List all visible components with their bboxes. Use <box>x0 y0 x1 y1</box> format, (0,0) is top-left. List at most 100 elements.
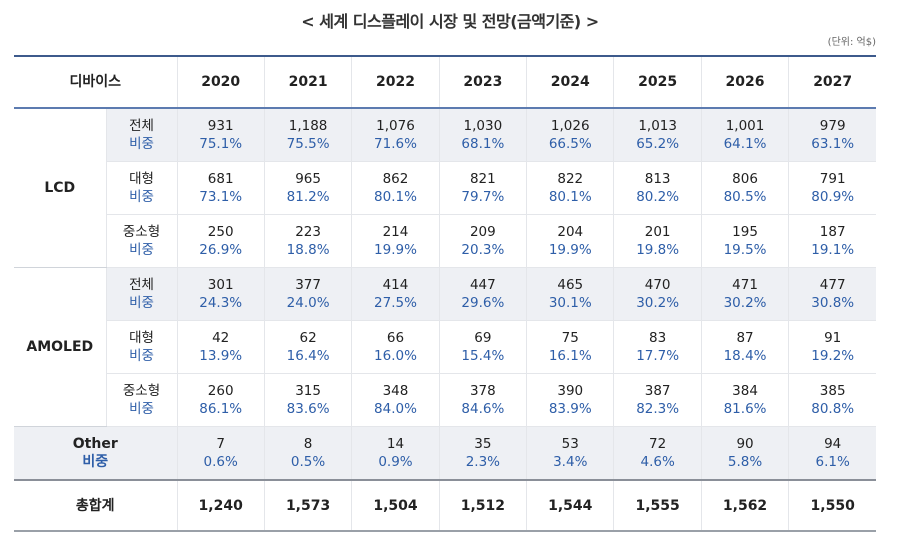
amount: 301 <box>207 277 234 293</box>
share: 19.5% <box>723 242 767 258</box>
value-cell: 260 86.1% <box>177 373 265 427</box>
amount: 72 <box>649 436 667 452</box>
share-label: 비중 <box>129 295 154 311</box>
amount: 260 <box>207 383 234 399</box>
share: 19.9% <box>374 242 417 258</box>
value-cell: 250 26.9% <box>177 214 265 268</box>
table-row: AMOLED 전체 비중 301 24.3% 377 24.0% 414 27.5% 447 29.… <box>14 267 877 427</box>
share: 80.9% <box>811 189 855 205</box>
value-cell: 62 16.4% <box>264 320 353 374</box>
value-cell: 94 6.1% <box>788 426 877 480</box>
header-year: 2020 <box>177 55 265 109</box>
amount: 387 <box>644 383 671 399</box>
header-year: 2026 <box>701 55 790 109</box>
total-value: 1,504 <box>351 479 440 532</box>
share: 83.6% <box>286 401 330 417</box>
value-cell: 470 30.2% <box>613 267 702 321</box>
share: 19.1% <box>811 242 855 258</box>
share: 30.2% <box>723 295 767 311</box>
amount: 62 <box>299 330 317 346</box>
share-label: 비중 <box>82 454 109 470</box>
amount: 204 <box>557 224 584 240</box>
share: 0.6% <box>203 454 238 470</box>
share: 75.5% <box>286 136 330 152</box>
value-cell: 862 80.1% <box>351 161 440 215</box>
amount: 477 <box>819 277 846 293</box>
share: 27.5% <box>374 295 417 311</box>
segment-label: 중소형 <box>122 224 161 240</box>
value-cell: 201 19.8% <box>613 214 702 268</box>
amount: 377 <box>295 277 321 293</box>
amount: 465 <box>557 277 584 293</box>
header-year: 2022 <box>351 55 440 109</box>
value-cell: 315 83.6% <box>264 373 353 427</box>
row-label: 중소형 비중 <box>106 214 178 268</box>
share: 18.8% <box>286 242 330 258</box>
amount: 979 <box>819 118 846 134</box>
amount: 91 <box>824 330 842 346</box>
amount: 384 <box>732 383 758 399</box>
segment-label: 대형 <box>129 330 154 346</box>
segment-label: 대형 <box>129 171 154 187</box>
value-cell: 223 18.8% <box>264 214 353 268</box>
total-value: 1,573 <box>264 479 353 532</box>
amount: 965 <box>295 171 321 187</box>
amount: 75 <box>561 330 579 346</box>
amount: 862 <box>382 171 409 187</box>
share-label: 비중 <box>129 189 154 205</box>
share: 73.1% <box>199 189 243 205</box>
share-label: 비중 <box>129 136 154 152</box>
header-year: 2021 <box>264 55 353 109</box>
value-cell: 83 17.7% <box>613 320 702 374</box>
value-cell: 385 80.8% <box>788 373 877 427</box>
share: 84.6% <box>461 401 505 417</box>
total-value: 1,555 <box>613 479 702 532</box>
share: 26.9% <box>199 242 243 258</box>
share: 79.7% <box>461 189 505 205</box>
value-cell: 390 83.9% <box>526 373 615 427</box>
group-label: LCD <box>14 108 107 268</box>
amount: 195 <box>732 224 758 240</box>
share: 16.0% <box>374 348 417 364</box>
share: 64.1% <box>723 136 767 152</box>
total-value: 1,562 <box>701 479 790 532</box>
amount: 681 <box>207 171 234 187</box>
total-label: 총합계 <box>14 479 178 532</box>
table-row: 대형 비중 42 13.9% 62 16.4% 66 16.0% 69 15.4% 75 16.1% 8… <box>14 320 877 374</box>
value-cell: 387 82.3% <box>613 373 702 427</box>
value-cell: 53 3.4% <box>526 426 615 480</box>
share: 82.3% <box>636 401 680 417</box>
share: 19.2% <box>811 348 855 364</box>
value-cell: 806 80.5% <box>701 161 790 215</box>
value-cell: 1,001 64.1% <box>701 108 790 162</box>
header-year: 2024 <box>526 55 615 109</box>
value-cell: 187 19.1% <box>788 214 877 268</box>
value-cell: 8 0.5% <box>264 426 353 480</box>
share: 29.6% <box>461 295 505 311</box>
value-cell: 465 30.1% <box>526 267 615 321</box>
amount: 390 <box>557 383 584 399</box>
row-label: 대형 비중 <box>106 320 178 374</box>
value-cell: 348 84.0% <box>351 373 440 427</box>
share: 84.0% <box>374 401 417 417</box>
value-cell: 301 24.3% <box>177 267 265 321</box>
value-cell: 69 15.4% <box>439 320 528 374</box>
value-cell: 7 0.6% <box>177 426 265 480</box>
amount: 35 <box>474 436 492 452</box>
value-cell: 414 27.5% <box>351 267 440 321</box>
value-cell: 791 80.9% <box>788 161 877 215</box>
amount: 471 <box>732 277 758 293</box>
share: 30.2% <box>636 295 680 311</box>
value-cell: 1,188 75.5% <box>264 108 353 162</box>
value-cell: 91 19.2% <box>788 320 877 374</box>
total-value: 1,512 <box>439 479 528 532</box>
share: 63.1% <box>811 136 855 152</box>
total-row: 총합계 1,240 1,573 1,504 1,512 1,544 1,555 1,562 1,… <box>14 479 877 532</box>
table-row: 중소형 비중 250 26.9% 223 18.8% 214 19.9% 209 20.3% 204… <box>14 214 877 268</box>
row-label: 전체 비중 <box>106 108 178 162</box>
amount: 822 <box>557 171 584 187</box>
share: 83.9% <box>548 401 592 417</box>
value-cell: 214 19.9% <box>351 214 440 268</box>
value-cell: 931 75.1% <box>177 108 265 162</box>
value-cell: 471 30.2% <box>701 267 790 321</box>
